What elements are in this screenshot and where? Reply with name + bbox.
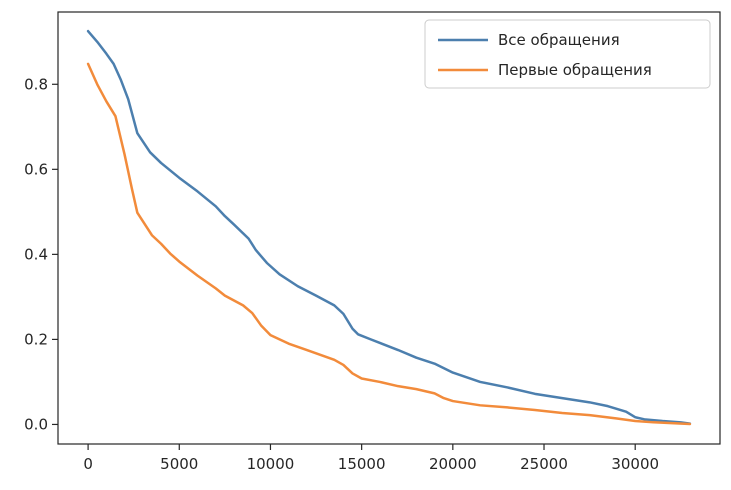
y-tick-label: 0.8 — [24, 75, 48, 93]
y-tick-label: 0.2 — [24, 330, 48, 348]
y-tick-label: 0.0 — [24, 415, 48, 433]
series-layer — [86, 29, 692, 426]
y-tick-label: 0.6 — [24, 160, 48, 178]
x-tick-label: 0 — [83, 455, 93, 473]
series-line-first-appeals — [86, 62, 692, 426]
x-tick-label: 15000 — [338, 455, 386, 473]
series-line-all-appeals — [86, 29, 692, 425]
plot-frame — [57, 11, 721, 445]
x-tick-label: 20000 — [429, 455, 477, 473]
x-tick-label: 10000 — [247, 455, 295, 473]
legend-frame — [424, 19, 711, 89]
axes-layer: 0 5000 10000 15000 20000 25000 30000 0.0 0.2 0.4 0… — [24, 11, 721, 473]
legend-label-first-appeals: Первые обращения — [498, 61, 652, 79]
x-tick-label: 25000 — [520, 455, 568, 473]
x-tick-label: 30000 — [611, 455, 659, 473]
x-tick-label: 5000 — [160, 455, 198, 473]
y-tick-label: 0.4 — [24, 245, 48, 263]
legend-label-all-appeals: Все обращения — [498, 31, 620, 49]
legend: Все обращения Первые обращения — [424, 19, 711, 89]
